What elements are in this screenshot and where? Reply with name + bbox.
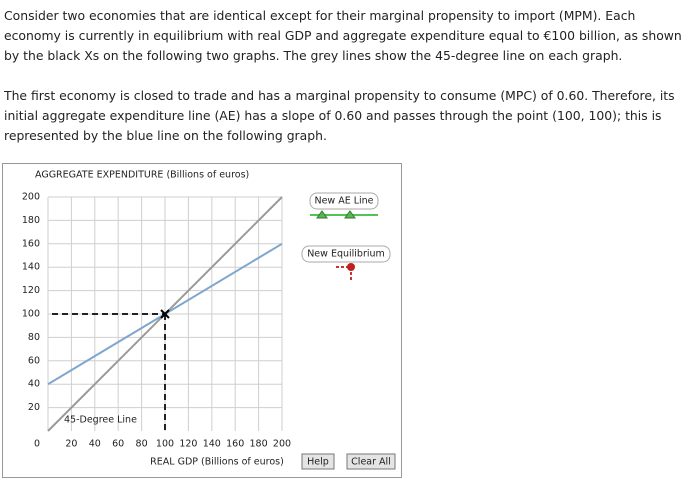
button[interactable]: Help bbox=[301, 453, 335, 470]
y-tick-label: 120 bbox=[22, 285, 40, 296]
line-annotation: 45-Degree Line bbox=[64, 415, 137, 426]
x-tick-label: 60 bbox=[112, 439, 124, 450]
y-tick-label: 140 bbox=[22, 262, 40, 273]
paragraph: The first economy is closed to trade and… bbox=[4, 88, 675, 143]
x-tick-label: 160 bbox=[226, 439, 244, 450]
chart-frame bbox=[2, 163, 402, 478]
x-tick-label: 80 bbox=[136, 439, 148, 450]
tool-box bbox=[309, 192, 379, 210]
y-tick-label: 40 bbox=[28, 379, 40, 390]
button-label: Clear All bbox=[351, 457, 391, 468]
y-tick-label: 100 bbox=[22, 309, 40, 320]
tool-label: New AE Line bbox=[314, 196, 373, 207]
x-tick-label: 200 bbox=[273, 439, 291, 450]
tool-icon bbox=[316, 210, 356, 219]
button-box bbox=[301, 453, 335, 470]
y-tick-label: 160 bbox=[22, 238, 40, 249]
button-label: Help bbox=[307, 457, 329, 468]
chart: AGGREGATE EXPENDITURE (Billions of euros… bbox=[2, 163, 402, 478]
y-tick-label: 20 bbox=[28, 402, 40, 413]
y-tick-label: 60 bbox=[28, 355, 40, 366]
y-tick-label: 180 bbox=[22, 215, 40, 226]
tool-icon bbox=[347, 263, 355, 271]
equilibrium-point bbox=[160, 309, 170, 319]
x-axis-label: REAL GDP (Billions of euros) bbox=[150, 457, 284, 468]
x-tick-label: 20 bbox=[65, 439, 77, 450]
y-tick-label: 200 bbox=[22, 192, 40, 203]
x-tick-label: 40 bbox=[89, 439, 101, 450]
button-box bbox=[346, 453, 396, 470]
tool-box bbox=[301, 245, 391, 263]
x-tick-label: 140 bbox=[203, 439, 221, 450]
button[interactable]: Clear All bbox=[346, 453, 396, 470]
tool-new-ae-line[interactable]: New AE Line bbox=[309, 192, 379, 219]
chart-title: AGGREGATE EXPENDITURE (Billions of euros… bbox=[35, 170, 249, 181]
paragraph: Consider two economies that are identica… bbox=[4, 8, 682, 63]
x-tick-label: 100 bbox=[156, 439, 174, 450]
y-tick-label: 80 bbox=[28, 332, 40, 343]
tool-new-equilibrium[interactable]: New Equilibrium bbox=[301, 245, 391, 281]
x-tick-label: 180 bbox=[250, 439, 268, 450]
tool-label: New Equilibrium bbox=[307, 249, 385, 260]
x-tick-label: 120 bbox=[179, 439, 197, 450]
x-tick-label: 0 bbox=[34, 439, 40, 450]
